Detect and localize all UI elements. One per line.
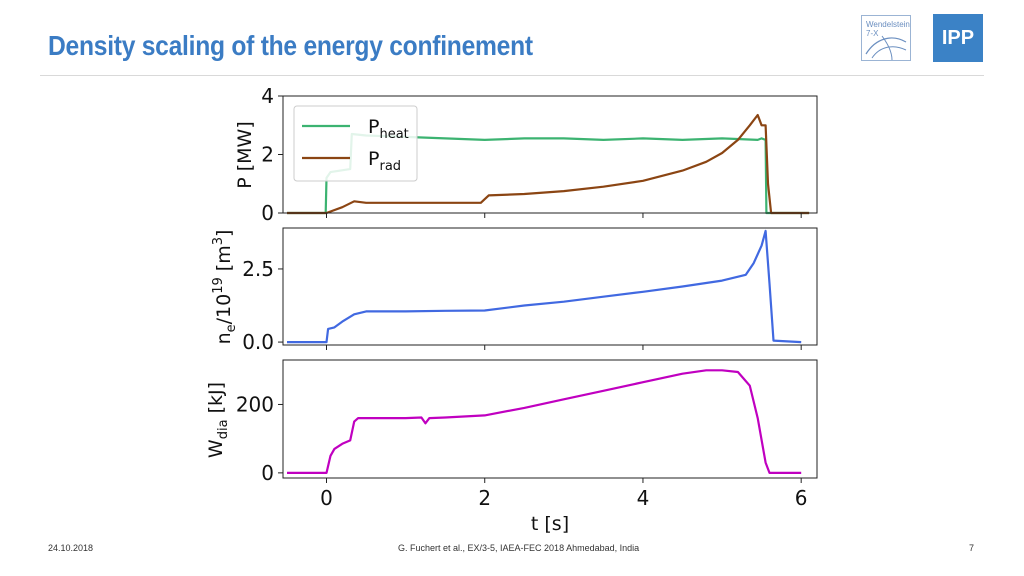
y-axis-label-density: ne/1019 [m3] [211, 230, 239, 345]
title-divider [40, 75, 984, 76]
legend-label-1: Pheat [368, 116, 409, 142]
ipp-logo-text: IPP [942, 27, 974, 49]
footer-date: 24.10.2018 [48, 543, 94, 553]
legend-label-2: Prad [368, 148, 401, 174]
x-tick-label-4: 6 [795, 486, 808, 510]
wendelstein-logo: Wendelstein 7-X [861, 15, 911, 61]
y-tick-label-panel3-1: 0 [261, 461, 274, 485]
ipp-logo: IPP [933, 14, 983, 62]
series-line-panel2-1 [287, 229, 802, 344]
series-line-panel1-2 [287, 113, 810, 215]
y-axis-label-power: P [MW] [234, 121, 256, 189]
x-tick-label-2: 2 [478, 486, 491, 510]
wendelstein-logo-text-2: 7-X [866, 29, 879, 38]
x-tick-label-3: 4 [637, 486, 650, 510]
axes-frame-panel3 [282, 359, 818, 479]
y-tick-label-panel2-1: 0.0 [242, 330, 274, 354]
footer-citation: G. Fuchert et al., EX/3-5, IAEA-FEC 2018… [398, 543, 640, 553]
series-line-panel3-1 [287, 369, 802, 474]
x-axis-label: t [s] [531, 513, 569, 535]
y-tick-label-panel3-2: 200 [236, 392, 274, 416]
legend-box [293, 105, 418, 182]
y-tick-label-panel2-2: 2.5 [242, 257, 274, 281]
wendelstein-logo-text-1: Wendelstein [866, 20, 910, 29]
y-tick-label-panel1-3: 4 [261, 84, 274, 108]
y-tick-label-panel1-1: 0 [261, 201, 274, 225]
x-tick-label-1: 0 [320, 486, 333, 510]
y-axis-label-energy: Wdia [kJ] [205, 382, 231, 458]
axes-frame-panel2 [282, 227, 818, 346]
slide-title: Density scaling of the energy confinemen… [48, 30, 533, 61]
y-tick-label-panel1-2: 2 [261, 143, 274, 167]
footer-page-number: 7 [969, 543, 975, 553]
